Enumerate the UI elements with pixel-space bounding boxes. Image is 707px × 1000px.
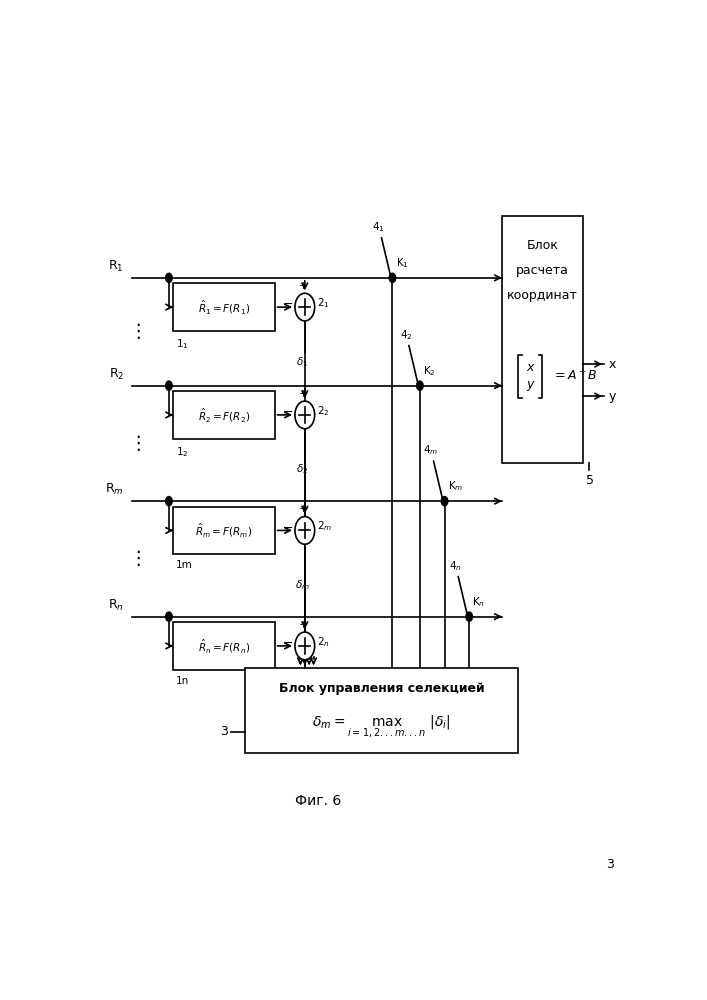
Text: $x$: $x$ <box>525 361 535 374</box>
Text: K$_m$: K$_m$ <box>448 480 463 493</box>
Text: K$_n$: K$_n$ <box>472 595 486 609</box>
Text: x: x <box>609 358 617 371</box>
Text: $\hat{R}_2=F(R_2)$: $\hat{R}_2=F(R_2)$ <box>198 406 250 424</box>
Text: ⋮: ⋮ <box>128 549 148 568</box>
Text: K$_2$: K$_2$ <box>423 364 436 378</box>
Circle shape <box>295 401 315 429</box>
Text: 2$_m$: 2$_m$ <box>317 520 333 533</box>
Circle shape <box>295 632 315 660</box>
Text: +: + <box>299 281 308 291</box>
Circle shape <box>165 273 173 282</box>
Circle shape <box>466 612 472 621</box>
Circle shape <box>165 612 173 621</box>
Text: +: + <box>299 389 308 399</box>
Circle shape <box>295 517 315 544</box>
Text: $\hat{R}_n=F(R_n)$: $\hat{R}_n=F(R_n)$ <box>198 637 250 655</box>
Text: 4$_2$: 4$_2$ <box>400 328 412 342</box>
Text: $\delta_m$: $\delta_m$ <box>295 578 310 592</box>
Text: $=A^+B$: $=A^+B$ <box>552 369 598 384</box>
Text: 3: 3 <box>220 725 228 738</box>
Bar <box>502 216 583 463</box>
Text: 5: 5 <box>586 474 594 487</box>
Text: ⋮: ⋮ <box>128 434 148 453</box>
Text: y: y <box>609 390 617 403</box>
Text: −: − <box>283 522 293 535</box>
Text: $\delta_1$: $\delta_1$ <box>296 355 308 369</box>
Text: R$_2$: R$_2$ <box>109 367 124 382</box>
Text: 4$_n$: 4$_n$ <box>449 559 462 573</box>
Circle shape <box>389 273 396 282</box>
Circle shape <box>165 497 173 506</box>
Text: 2$_2$: 2$_2$ <box>317 404 330 418</box>
Text: +: + <box>299 620 308 630</box>
Text: K$_1$: K$_1$ <box>396 256 409 270</box>
Text: $y$: $y$ <box>525 379 535 393</box>
Text: R$_m$: R$_m$ <box>105 482 124 497</box>
Circle shape <box>441 497 448 506</box>
Text: 1$_1$: 1$_1$ <box>176 337 189 351</box>
Circle shape <box>165 381 173 390</box>
Text: расчета: расчета <box>516 264 569 277</box>
Text: Блок: Блок <box>527 239 559 252</box>
Bar <box>173 283 275 331</box>
Text: 1$_2$: 1$_2$ <box>176 445 189 459</box>
Text: ⋮: ⋮ <box>128 322 148 341</box>
Text: $\delta_n$: $\delta_n$ <box>296 694 308 707</box>
Circle shape <box>416 381 423 390</box>
Text: −: − <box>283 406 293 419</box>
Circle shape <box>295 293 315 321</box>
Text: +: + <box>299 504 308 514</box>
Text: координат: координат <box>507 289 578 302</box>
Text: 4$_m$: 4$_m$ <box>423 443 438 457</box>
Text: −: − <box>283 637 293 650</box>
Text: 2$_n$: 2$_n$ <box>317 635 330 649</box>
Text: R$_n$: R$_n$ <box>108 598 124 613</box>
Bar <box>245 668 518 753</box>
Text: 1n: 1n <box>176 676 189 686</box>
Text: $\delta_2$: $\delta_2$ <box>296 463 308 476</box>
Bar <box>173 622 275 670</box>
Bar <box>173 507 275 554</box>
Text: 4$_1$: 4$_1$ <box>373 220 385 234</box>
Bar <box>173 391 275 439</box>
Text: 2$_1$: 2$_1$ <box>317 296 330 310</box>
Text: 3: 3 <box>607 858 614 871</box>
Text: Фиг. 6: Фиг. 6 <box>296 794 341 808</box>
Text: Блок управления селекцией: Блок управления селекцией <box>279 682 484 695</box>
Text: 1m: 1m <box>176 560 193 570</box>
Text: −: − <box>283 298 293 311</box>
Text: $\hat{R}_1=F(R_1)$: $\hat{R}_1=F(R_1)$ <box>198 298 250 316</box>
Text: $\hat{R}_m=F(R_m)$: $\hat{R}_m=F(R_m)$ <box>195 521 252 539</box>
Text: R$_1$: R$_1$ <box>108 259 124 274</box>
Text: $\delta_m = \underset{i=1,2...m...n}{\mathrm{max}}\ |\delta_i|$: $\delta_m = \underset{i=1,2...m...n}{\ma… <box>312 713 451 739</box>
